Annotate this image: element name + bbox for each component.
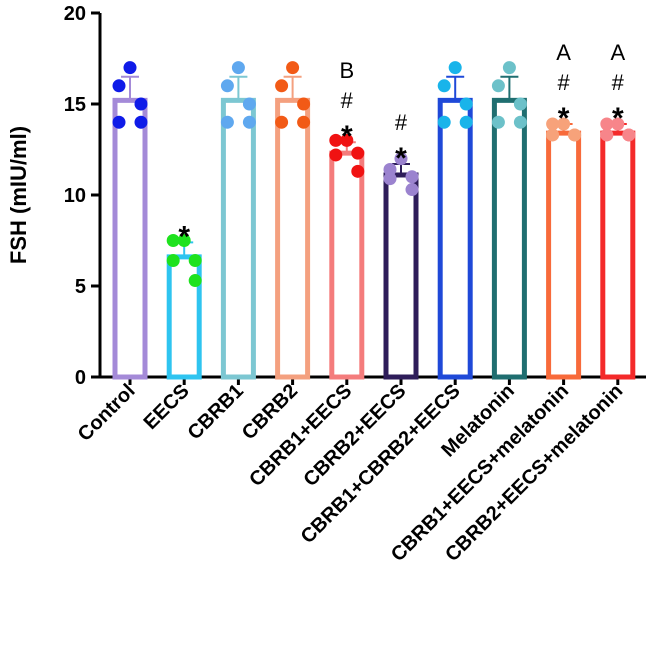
data-point <box>491 115 505 129</box>
category-label: Control <box>74 380 140 446</box>
data-point <box>459 115 473 129</box>
annotations-group: * * # B * # * # A * # A <box>178 40 625 253</box>
significance-star: * <box>341 120 353 153</box>
data-point <box>166 234 180 247</box>
significance-letter: B <box>339 58 354 83</box>
significance-star: * <box>178 220 190 253</box>
data-point <box>297 97 311 111</box>
data-point <box>491 79 505 93</box>
data-point <box>351 164 365 178</box>
data-point <box>220 115 234 129</box>
significance-hash: # <box>612 70 625 95</box>
y-tick-label: 15 <box>64 94 86 116</box>
significance-hash: # <box>557 70 570 95</box>
data-point <box>220 79 234 93</box>
data-point <box>123 61 137 75</box>
bar <box>437 97 473 380</box>
y-tick-label: 5 <box>75 276 86 298</box>
data-point <box>546 117 560 131</box>
y-tick-label: 20 <box>64 3 86 25</box>
data-point <box>437 115 451 129</box>
y-axis-title: FSH (mIU/ml) <box>6 126 31 264</box>
data-point <box>340 133 354 147</box>
y-tick-label: 0 <box>75 367 86 389</box>
significance-letter: A <box>556 40 571 65</box>
category-label: CBRB1 <box>184 380 248 444</box>
data-point <box>394 152 408 166</box>
data-point <box>513 97 527 111</box>
data-point <box>405 170 419 184</box>
data-point <box>513 115 527 129</box>
data-point <box>112 79 126 93</box>
data-point <box>297 115 311 129</box>
bars-group <box>112 97 636 380</box>
data-point <box>329 148 343 162</box>
bar <box>112 97 148 380</box>
data-point <box>351 146 365 160</box>
category-labels-group: Control EECSCBRB1CBRB2CBRB1+EECSCBRB2+EEC… <box>74 380 628 566</box>
bar <box>600 130 636 380</box>
bar <box>275 97 311 380</box>
bar <box>383 172 419 380</box>
significance-letter: A <box>610 40 625 65</box>
significance-hash: # <box>341 88 354 113</box>
data-point <box>568 128 582 142</box>
data-point <box>286 61 300 75</box>
data-points-group <box>112 61 636 288</box>
data-point <box>242 115 256 129</box>
data-point <box>611 117 625 131</box>
data-point <box>448 61 462 75</box>
bar <box>491 97 527 380</box>
data-point <box>188 254 202 268</box>
significance-star: * <box>395 142 407 175</box>
data-point <box>459 97 473 111</box>
data-point <box>188 274 202 288</box>
y-tick-label: 10 <box>64 185 86 207</box>
data-point <box>557 117 571 131</box>
data-point <box>134 115 148 129</box>
significance-star: * <box>558 102 570 135</box>
data-point <box>329 133 343 147</box>
data-point <box>383 172 397 186</box>
data-point <box>622 128 636 142</box>
data-point <box>502 61 516 75</box>
data-point <box>242 97 256 111</box>
data-point <box>177 234 191 247</box>
bar <box>546 130 582 380</box>
data-point <box>275 115 289 129</box>
bar <box>220 97 256 380</box>
data-point <box>405 183 419 197</box>
data-point <box>600 117 614 131</box>
data-point <box>134 97 148 111</box>
significance-star: * <box>612 102 624 135</box>
data-point <box>275 79 289 93</box>
data-point <box>546 128 560 142</box>
bar <box>329 150 365 380</box>
data-point <box>383 163 397 177</box>
data-point <box>600 128 614 142</box>
significance-hash: # <box>395 110 408 135</box>
data-point <box>437 79 451 93</box>
data-point <box>112 115 126 129</box>
data-point <box>231 61 245 75</box>
data-point <box>166 254 180 268</box>
